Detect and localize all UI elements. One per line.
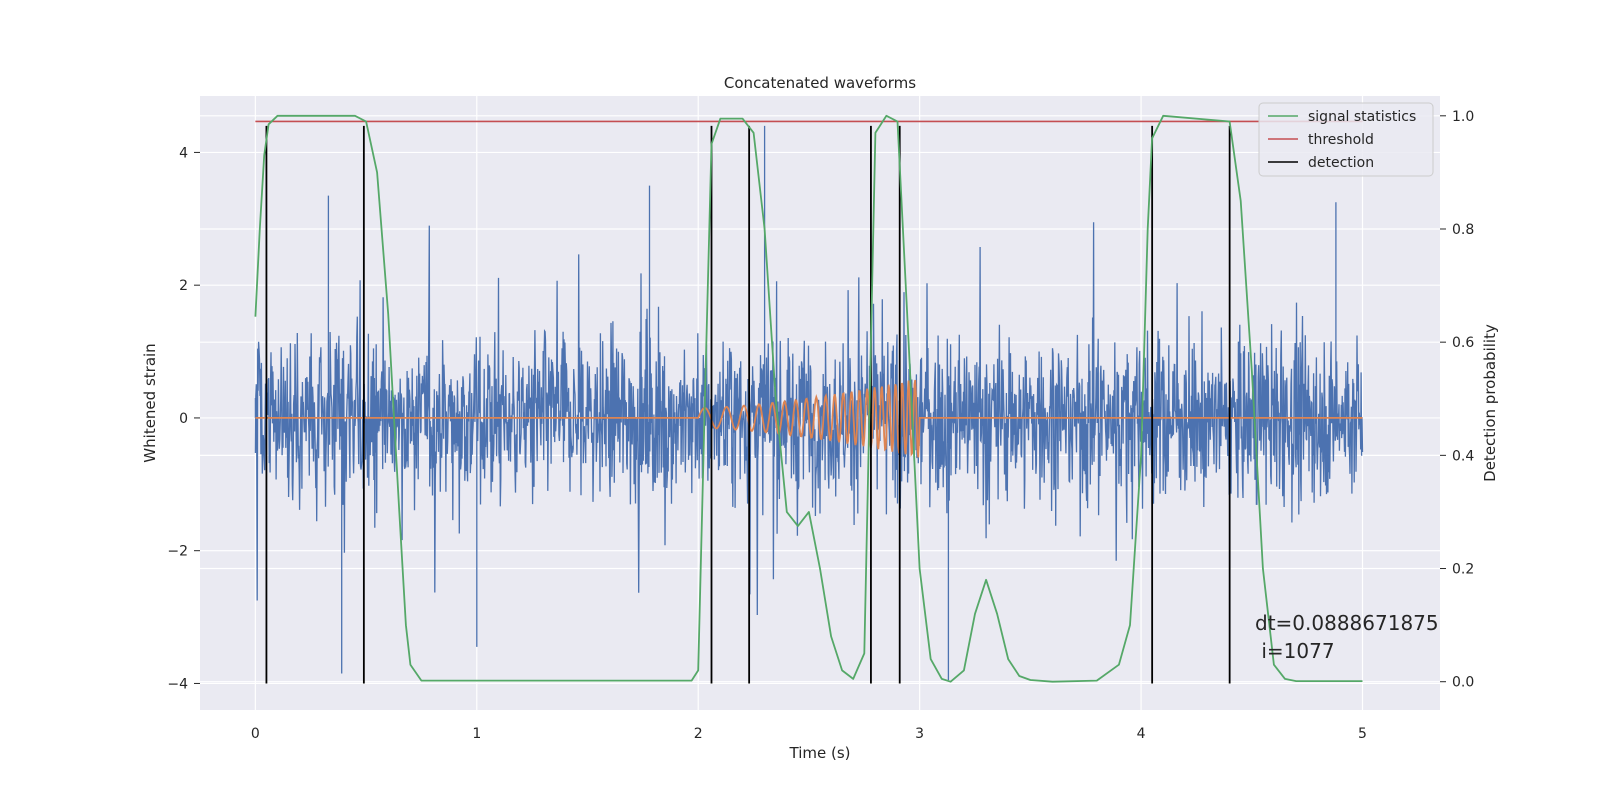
strain-series-line <box>254 125 1364 681</box>
annotation-dt: dt=0.0888671875 <box>1255 611 1439 635</box>
y-left-tick-label: −4 <box>167 676 188 692</box>
y-left-tick-label: −2 <box>167 544 188 560</box>
chart-title: Concatenated waveforms <box>724 74 916 92</box>
x-tick-label: 3 <box>915 726 924 742</box>
x-tick-label: 1 <box>472 726 481 742</box>
y-right-tick-label: 1.0 <box>1452 109 1474 125</box>
y-right-tick-label: 0.6 <box>1452 335 1474 351</box>
y-left-tick-label: 0 <box>179 411 188 427</box>
y-right-tick-label: 0.8 <box>1452 222 1474 238</box>
y-left-tick-label: 2 <box>179 278 188 294</box>
y-axis-label-left: Whitened strain <box>141 343 159 462</box>
y-right-tick-label: 0.4 <box>1452 448 1474 464</box>
x-axis-label: Time (s) <box>789 744 851 762</box>
x-tick-label: 4 <box>1137 726 1146 742</box>
x-tick-label: 2 <box>694 726 703 742</box>
x-tick-label: 5 <box>1358 726 1367 742</box>
legend: signal statistics threshold detection <box>1258 102 1434 177</box>
tick-labels: 0 1 2 3 4 5 −4 −2 0 2 4 0.0 0.2 0.4 0.6 0.8 1.0 <box>167 109 1474 742</box>
legend-label-detection: detection <box>1308 155 1374 171</box>
y-left-tick-label: 4 <box>179 145 188 161</box>
x-tick-label: 0 <box>251 726 260 742</box>
signal-statistics-line <box>254 114 1363 683</box>
legend-box <box>1258 102 1434 177</box>
series-layer <box>254 114 1364 684</box>
y-right-tick-label: 0.0 <box>1452 675 1474 691</box>
legend-label-signal-statistics: signal statistics <box>1308 109 1416 125</box>
legend-label-threshold: threshold <box>1308 132 1374 148</box>
annotation-index: i=1077 <box>1255 639 1335 663</box>
injected-signal-line <box>255 379 1363 458</box>
y-axis-label-right: Detection probability <box>1481 324 1499 482</box>
y-right-tick-label: 0.2 <box>1452 562 1474 578</box>
